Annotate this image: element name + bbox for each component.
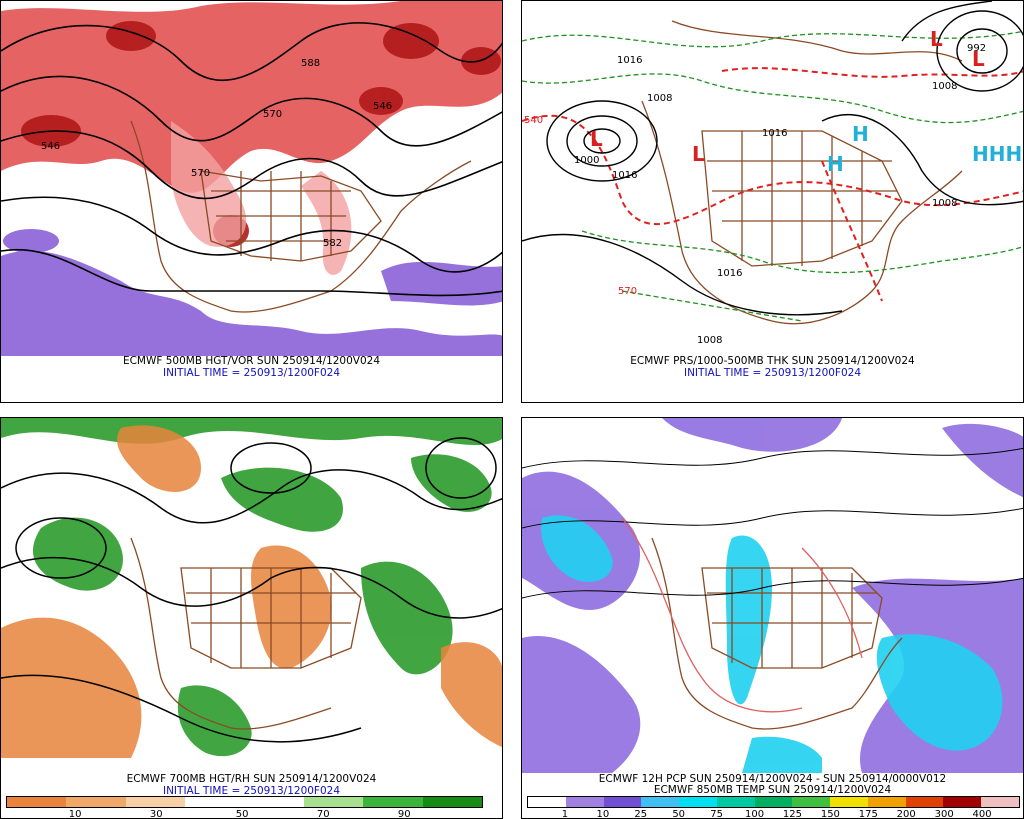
panel-title: ECMWF 12H PCP SUN 250914/1200V024 - SUN …: [598, 773, 947, 785]
legend-swatch: [943, 797, 982, 807]
legend-swatch: [603, 797, 642, 807]
isobar-label: 1016: [762, 128, 787, 139]
legend-swatch: [7, 797, 67, 807]
legend-tick-label: 400: [972, 809, 992, 819]
isobar-label: 992: [967, 43, 986, 54]
legend-tick-label: 70: [316, 809, 330, 819]
coastlines: [651, 537, 903, 730]
contour-label: 570: [191, 168, 210, 179]
thickness-label: 570: [618, 286, 637, 297]
isobar-label: 1008: [647, 93, 672, 104]
vorticity-pink-band: [171, 121, 352, 275]
isobar-label: 1016: [612, 170, 637, 181]
legend-swatch: [303, 797, 364, 807]
legend-tick-label: 1: [561, 809, 569, 819]
low-marker: L: [930, 27, 943, 51]
isobar-label: 1016: [617, 55, 642, 66]
coastlines: [130, 537, 362, 730]
thickness-contours-green: [522, 30, 1023, 322]
legend-tick-label: 125: [782, 809, 802, 819]
low-marker: L: [590, 127, 603, 151]
panel-pcp-850: ECMWF 12H PCP SUN 250914/1200V024 - SUN …: [521, 417, 1024, 819]
legend-swatch: [905, 797, 944, 807]
high-marker: H: [827, 152, 844, 176]
legend-tick-label: 90: [397, 809, 411, 819]
legend-swatch: [867, 797, 906, 807]
panel-subtitle: ECMWF 850MB TEMP SUN 250914/1200V024: [653, 784, 892, 796]
legend-tick-label: 100: [744, 809, 765, 819]
isobars: [522, 1, 1023, 316]
height-contours: [1, 22, 502, 297]
legend-swatch: [679, 797, 717, 807]
legend-swatch: [422, 797, 482, 807]
panel-initial-time: INITIAL TIME = 250913/1200F024: [683, 367, 862, 379]
legend-tick-label: 50: [235, 809, 249, 819]
panel-title: ECMWF PRS/1000-500MB THK SUN 250914/1200…: [630, 355, 915, 367]
legend-tick-label: 300: [934, 809, 954, 819]
legend-swatch: [830, 797, 868, 807]
temperature-contours-warm: [621, 517, 863, 713]
legend-swatch: [528, 797, 566, 807]
thickness-contours-red: [522, 67, 1023, 302]
isobar-label: 1008: [697, 335, 722, 346]
legend-swatch: [244, 797, 304, 807]
map-700mb-rh: [1, 418, 502, 773]
legend-tick-label: 175: [858, 809, 878, 819]
high-marker: H: [852, 122, 869, 146]
high-marker: HHH: [972, 142, 1022, 166]
isobar-label: 1008: [932, 81, 957, 92]
contour-label: 546: [373, 101, 392, 112]
pcp-legend-ticks: 1 10 25 50 75 100 125 150 175 200 300 400: [527, 809, 1020, 819]
legend-swatch: [363, 797, 423, 807]
height-contours: [1, 437, 502, 743]
legend-tick-label: 200: [896, 809, 916, 819]
rh-color-legend: [6, 796, 483, 808]
isobar-label: 1008: [932, 198, 957, 209]
thickness-label: 540: [524, 115, 543, 126]
panel-initial-time: INITIAL TIME = 250913/1200F024: [162, 785, 341, 797]
rh-legend-ticks: 10 30 50 70 90: [6, 809, 483, 819]
legend-swatch: [641, 797, 680, 807]
panel-title: ECMWF 700MB HGT/RH SUN 250914/1200V024: [126, 773, 377, 785]
low-marker: L: [972, 47, 985, 71]
isobar-label: 1016: [717, 268, 742, 279]
legend-tick-label: 25: [634, 809, 648, 819]
legend-tick-label: 10: [68, 809, 82, 819]
legend-swatch: [565, 797, 604, 807]
legend-swatch: [792, 797, 831, 807]
legend-tick-label: 10: [596, 809, 610, 819]
map-precip-850temp: [522, 418, 1023, 773]
temperature-contours: [522, 447, 1023, 599]
map-500mb-vorticity: 546 570 582 588 546 570: [1, 1, 502, 356]
legend-swatch: [125, 797, 186, 807]
isobar-label: 1000: [574, 155, 599, 166]
legend-swatch: [716, 797, 755, 807]
legend-tick-label: 150: [820, 809, 840, 819]
coastlines: [641, 20, 963, 325]
legend-tick-label: 30: [149, 809, 163, 819]
contour-label: 582: [323, 238, 342, 249]
legend-swatch: [754, 797, 793, 807]
panel-title: ECMWF 500MB HGT/VOR SUN 250914/1200V024: [122, 355, 381, 367]
precip-heavy-shading: [541, 515, 1003, 773]
low-marker: L: [692, 142, 705, 166]
contour-label: 546: [41, 141, 60, 152]
legend-tick-label: 50: [672, 809, 686, 819]
panel-700mb: ECMWF 700MB HGT/RH SUN 250914/1200V024 I…: [0, 417, 503, 819]
coastlines: [130, 120, 472, 313]
pcp-color-legend: [527, 796, 1020, 808]
legend-swatch: [66, 797, 126, 807]
legend-tick-label: 75: [710, 809, 723, 819]
legend-swatch: [981, 797, 1019, 807]
contour-label: 570: [263, 109, 282, 120]
legend-swatch: [185, 797, 245, 807]
panel-initial-time: INITIAL TIME = 250913/1200F024: [162, 367, 341, 379]
panel-500mb: 546 570 582 588 546 570 ECMWF 500MB HGT/…: [0, 0, 503, 403]
panel-prs-thk: L L L L H H HHH 1016 1008 1000 1016 992 …: [521, 0, 1024, 403]
contour-label: 588: [301, 58, 320, 69]
map-prs-thickness: L L L L H H HHH 1016 1008 1000 1016 992 …: [522, 1, 1023, 356]
